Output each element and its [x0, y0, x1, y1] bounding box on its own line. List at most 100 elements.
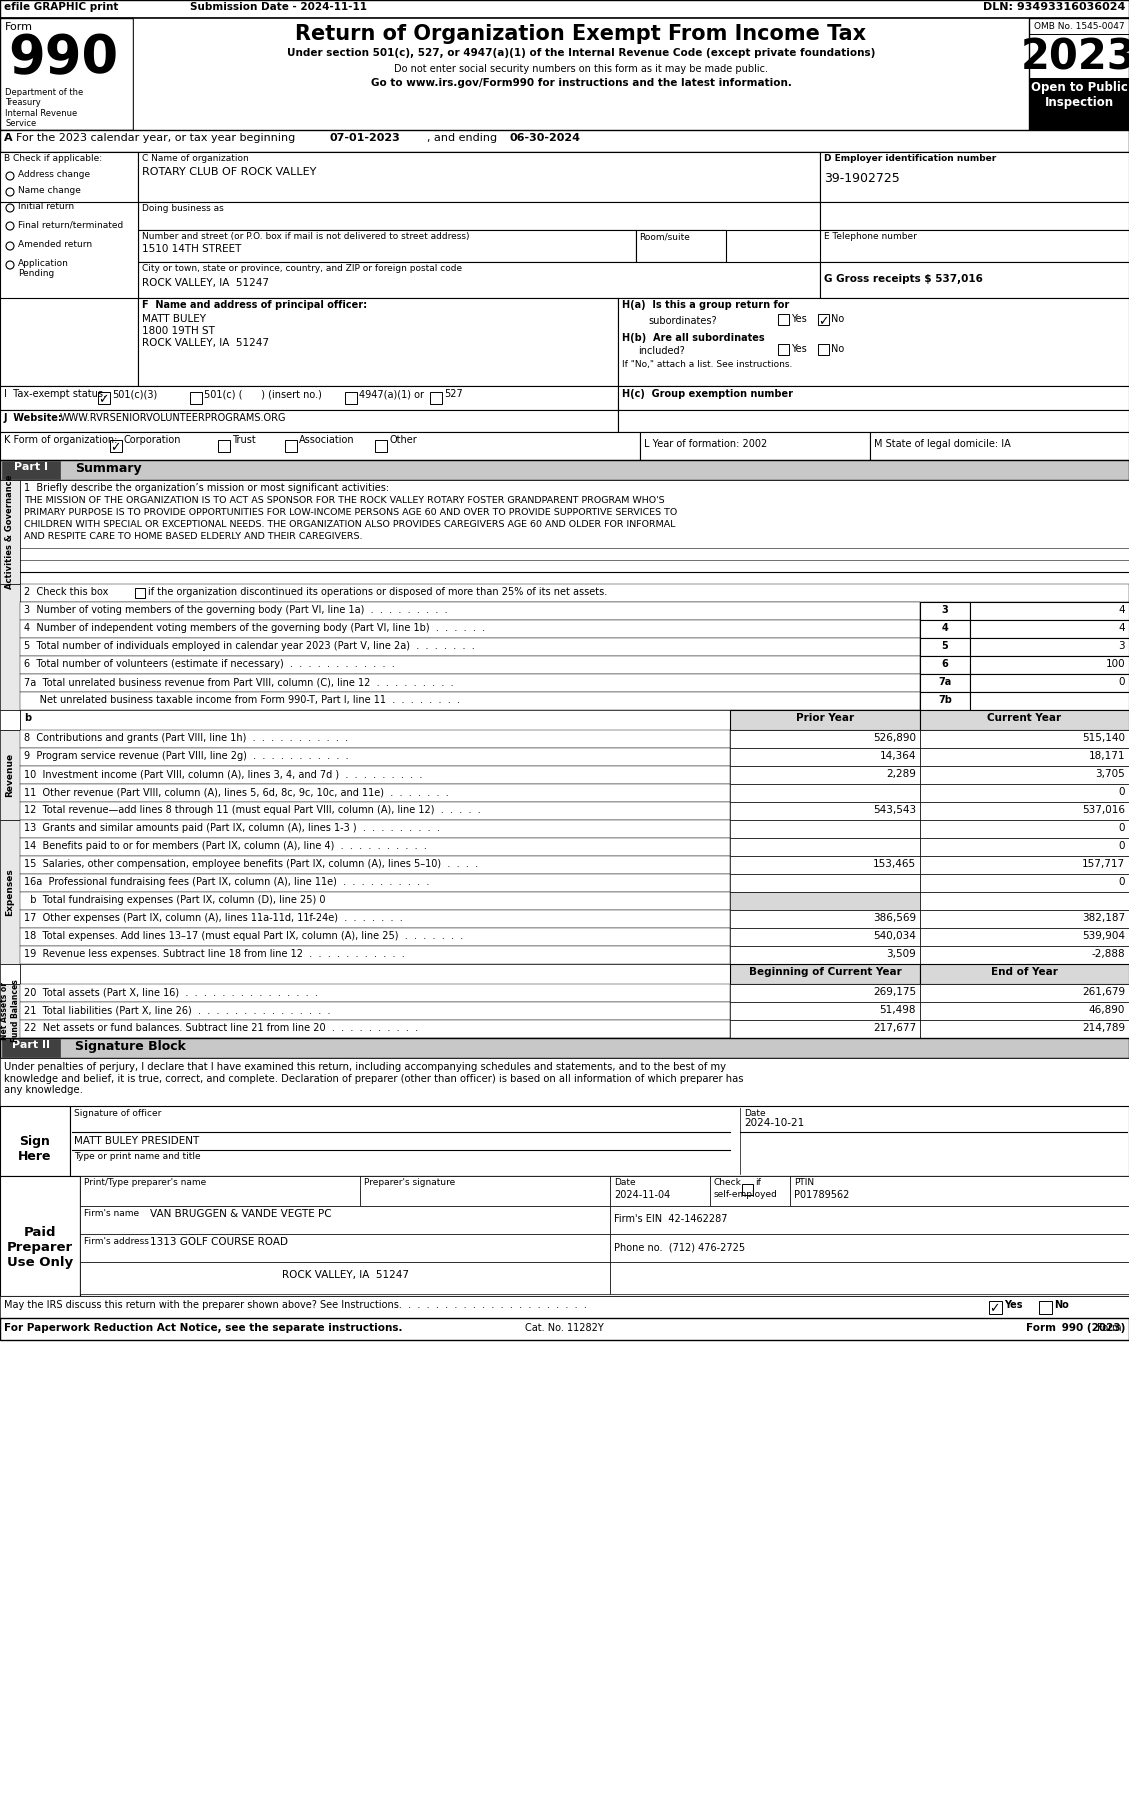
Text: H(a)  Is this a group return for: H(a) Is this a group return for — [622, 300, 789, 309]
Text: 6: 6 — [942, 658, 948, 669]
Bar — [138, 262, 820, 298]
Bar — [920, 984, 1129, 1002]
Text: CHILDREN WITH SPECIAL OR EXCEPTIONAL NEEDS. THE ORGANIZATION ALSO PROVIDES CAREG: CHILDREN WITH SPECIAL OR EXCEPTIONAL NEE… — [24, 520, 675, 529]
Text: b  Total fundraising expenses (Part IX, column (D), line 25) 0: b Total fundraising expenses (Part IX, c… — [24, 895, 325, 906]
Text: 1  Briefly describe the organization’s mission or most significant activities:: 1 Briefly describe the organization’s mi… — [24, 484, 390, 493]
Bar — [920, 1002, 1129, 1020]
Bar — [640, 431, 870, 460]
Bar — [778, 315, 789, 326]
Text: 20  Total assets (Part X, line 16)  .  .  .  .  .  .  .  .  .  .  .  .  .  .  .: 20 Total assets (Part X, line 16) . . . … — [24, 988, 318, 997]
Text: M State of legal domicile: IA: M State of legal domicile: IA — [874, 438, 1010, 449]
Text: 0: 0 — [1119, 788, 1124, 797]
Bar — [920, 1020, 1129, 1039]
Bar — [0, 964, 20, 984]
Bar — [970, 675, 1129, 691]
Bar — [730, 748, 920, 766]
Text: ROCK VALLEY, IA  51247: ROCK VALLEY, IA 51247 — [281, 1270, 409, 1281]
Text: 22  Net assets or fund balances. Subtract line 21 from line 20  .  .  .  .  .  .: 22 Net assets or fund balances. Subtract… — [24, 1022, 418, 1033]
Bar — [920, 729, 1129, 748]
Bar — [0, 480, 20, 584]
Text: Initial return: Initial return — [18, 202, 75, 211]
Text: 261,679: 261,679 — [1082, 988, 1124, 997]
Text: PTIN: PTIN — [794, 1179, 814, 1188]
Bar — [730, 910, 920, 928]
Bar — [20, 748, 730, 766]
Text: Sign
Here: Sign Here — [18, 1135, 52, 1162]
Text: Yes: Yes — [791, 315, 807, 324]
Text: No: No — [831, 344, 844, 355]
Bar — [730, 1020, 920, 1039]
Bar — [920, 675, 970, 691]
Text: Expenses: Expenses — [6, 868, 15, 917]
Text: 0: 0 — [1119, 877, 1124, 888]
Text: 543,543: 543,543 — [873, 806, 916, 815]
Bar — [618, 298, 1129, 386]
Bar — [970, 657, 1129, 675]
Text: if the organization discontinued its operations or disposed of more than 25% of : if the organization discontinued its ope… — [148, 588, 607, 597]
Text: DLN: 93493316036024: DLN: 93493316036024 — [982, 2, 1124, 13]
Text: Yes: Yes — [1004, 1301, 1023, 1310]
Bar — [742, 1184, 753, 1195]
Bar — [20, 602, 920, 620]
Text: 540,034: 540,034 — [873, 931, 916, 940]
Text: ✓: ✓ — [111, 440, 121, 455]
Bar — [0, 386, 618, 409]
Bar — [20, 1002, 730, 1020]
Bar — [138, 298, 618, 386]
Bar — [70, 1106, 1129, 1177]
Text: 2  Check this box: 2 Check this box — [24, 588, 108, 597]
Bar — [20, 910, 730, 928]
Text: 8  Contributions and grants (Part VIII, line 1h)  .  .  .  .  .  .  .  .  .  .  : 8 Contributions and grants (Part VIII, l… — [24, 733, 348, 742]
Text: For Paperwork Reduction Act Notice, see the separate instructions.: For Paperwork Reduction Act Notice, see … — [5, 1322, 403, 1333]
Text: Return of Organization Exempt From Income Tax: Return of Organization Exempt From Incom… — [296, 24, 867, 44]
Bar — [0, 460, 1129, 480]
Text: 14,364: 14,364 — [879, 751, 916, 760]
Bar — [920, 857, 1129, 873]
Bar — [0, 1039, 1129, 1059]
Bar — [920, 928, 1129, 946]
Text: 07-01-2023: 07-01-2023 — [330, 133, 401, 144]
Text: 4  Number of independent voting members of the governing body (Part VI, line 1b): 4 Number of independent voting members o… — [24, 622, 485, 633]
Bar — [20, 891, 730, 910]
Text: Doing business as: Doing business as — [142, 204, 224, 213]
Text: 4947(a)(1) or: 4947(a)(1) or — [359, 389, 425, 398]
Bar — [970, 620, 1129, 638]
Bar — [285, 440, 297, 451]
Text: Submission Date - 2024-11-11: Submission Date - 2024-11-11 — [190, 2, 367, 13]
Text: Activities & Governance: Activities & Governance — [6, 475, 15, 589]
Bar — [636, 229, 726, 262]
Bar — [730, 964, 920, 984]
Text: Room/suite: Room/suite — [639, 233, 690, 240]
Text: 3,509: 3,509 — [886, 950, 916, 959]
Text: Net Assets or
Fund Balances: Net Assets or Fund Balances — [0, 980, 19, 1042]
Bar — [2, 460, 60, 478]
Text: 18  Total expenses. Add lines 13–17 (must equal Part IX, column (A), line 25)  .: 18 Total expenses. Add lines 13–17 (must… — [24, 931, 463, 940]
Text: self-employed: self-employed — [714, 1190, 778, 1199]
Text: 18,171: 18,171 — [1088, 751, 1124, 760]
Bar — [80, 1206, 610, 1233]
Bar — [375, 440, 387, 451]
Text: ✓: ✓ — [989, 1302, 1000, 1315]
Text: Type or print name and title: Type or print name and title — [75, 1151, 201, 1161]
Bar — [920, 873, 1129, 891]
Bar — [20, 709, 730, 729]
Text: PRIMARY PURPOSE IS TO PROVIDE OPPORTUNITIES FOR LOW-INCOME PERSONS AGE 60 AND OV: PRIMARY PURPOSE IS TO PROVIDE OPPORTUNIT… — [24, 508, 677, 517]
Bar — [20, 964, 730, 984]
Bar — [870, 431, 1129, 460]
Text: AND RESPITE CARE TO HOME BASED ELDERLY AND THEIR CAREGIVERS.: AND RESPITE CARE TO HOME BASED ELDERLY A… — [24, 531, 362, 540]
Bar — [730, 784, 920, 802]
Bar — [0, 18, 1129, 129]
Text: 39-1902725: 39-1902725 — [824, 173, 900, 186]
Bar — [970, 602, 1129, 620]
Text: Net unrelated business taxable income from Form 990-T, Part I, line 11  .  .  . : Net unrelated business taxable income fr… — [24, 695, 460, 706]
Bar — [618, 386, 1129, 409]
Bar — [0, 820, 20, 964]
Text: 11  Other revenue (Part VIII, column (A), lines 5, 6d, 8c, 9c, 10c, and 11e)  . : 11 Other revenue (Part VIII, column (A),… — [24, 788, 448, 797]
Text: 7a  Total unrelated business revenue from Part VIII, column (C), line 12  .  .  : 7a Total unrelated business revenue from… — [24, 677, 454, 688]
Bar — [0, 153, 138, 340]
Text: Do not enter social security numbers on this form as it may be made public.: Do not enter social security numbers on … — [394, 64, 768, 75]
Bar — [20, 784, 730, 802]
Text: G Gross receipts $ 537,016: G Gross receipts $ 537,016 — [824, 275, 983, 284]
Text: Form  990 (2023): Form 990 (2023) — [1025, 1322, 1124, 1333]
Bar — [138, 229, 636, 262]
